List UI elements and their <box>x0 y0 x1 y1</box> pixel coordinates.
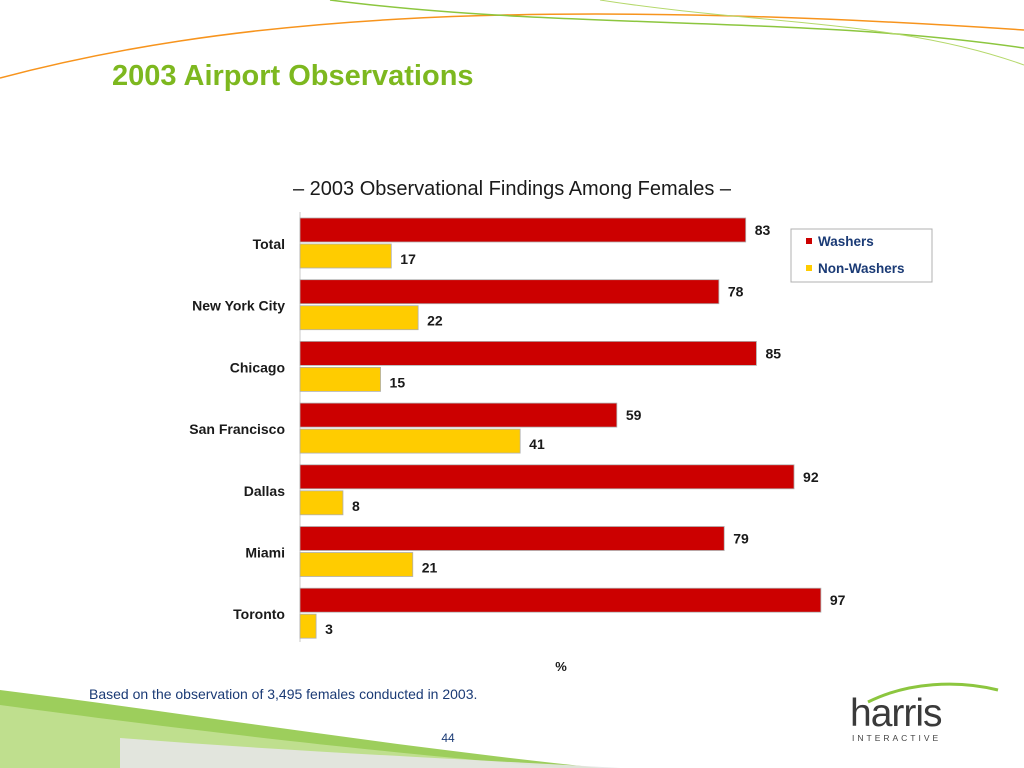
data-label: 3 <box>325 621 333 637</box>
bar-washers <box>299 464 795 490</box>
category-label: Chicago <box>230 359 285 375</box>
data-label: 79 <box>733 531 749 547</box>
slide-title: 2003 Airport Observations <box>112 60 474 92</box>
data-label: 15 <box>390 374 406 390</box>
logo-word: harris <box>850 692 943 735</box>
gray-wave-bottom <box>120 738 620 768</box>
green-swoosh-top <box>329 0 1024 49</box>
bar-non-washers <box>299 490 344 516</box>
harris-logo: harris INTERACTIVE <box>838 680 1008 750</box>
bar-non-washers <box>299 552 414 577</box>
data-label: 8 <box>352 498 360 514</box>
legend-box <box>790 228 933 283</box>
x-axis-label: % <box>555 659 567 674</box>
bar-non-washers <box>299 243 392 269</box>
data-label: 97 <box>830 592 846 608</box>
data-label: 41 <box>529 436 545 452</box>
bar-washers <box>299 217 747 243</box>
logo-subtitle: INTERACTIVE <box>852 733 942 743</box>
legend-label: Non-Washers <box>818 261 905 276</box>
bar-non-washers <box>299 613 317 639</box>
bar-washers <box>299 402 618 428</box>
data-label: 92 <box>803 469 819 485</box>
data-label: 17 <box>400 251 416 267</box>
category-label: Miami <box>245 545 285 561</box>
bar-non-washers <box>299 366 381 392</box>
green-swoosh-top-2 <box>599 0 1024 66</box>
category-label: New York City <box>192 298 285 314</box>
bar-non-washers <box>299 428 521 454</box>
bar-washers <box>299 340 757 366</box>
bar-washers <box>299 526 725 551</box>
bar-washers <box>299 279 720 305</box>
category-label: Total <box>253 236 285 252</box>
category-label: San Francisco <box>189 421 285 437</box>
page-number: 44 <box>441 731 455 745</box>
bar-washers <box>299 587 822 613</box>
data-label: 83 <box>755 222 771 238</box>
category-label: Dallas <box>244 483 285 499</box>
footnote: Based on the observation of 3,495 female… <box>89 686 478 702</box>
legend-swatch <box>806 265 812 271</box>
data-label: 22 <box>427 313 443 329</box>
data-label: 59 <box>626 407 642 423</box>
data-label: 85 <box>765 345 781 361</box>
logo-swoosh-icon <box>867 682 999 704</box>
orange-swoosh-top <box>0 13 1024 79</box>
data-label: 78 <box>728 284 744 300</box>
data-label: 21 <box>422 560 438 576</box>
bar-non-washers <box>299 305 419 331</box>
chart-title: – 2003 Observational Findings Among Fema… <box>292 178 732 200</box>
category-label: Toronto <box>233 606 285 622</box>
legend-label: Washers <box>818 234 874 249</box>
legend-swatch <box>806 238 812 244</box>
